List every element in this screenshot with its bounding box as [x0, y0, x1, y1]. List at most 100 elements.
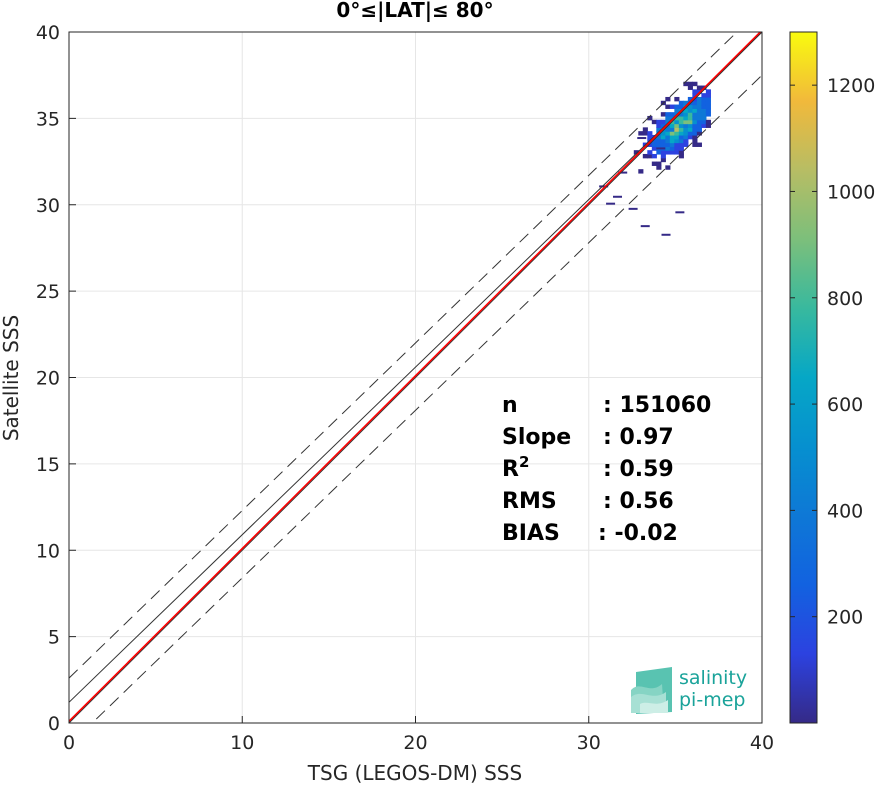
density-cell — [705, 89, 711, 94]
density-cell — [678, 138, 684, 144]
density-cell — [656, 119, 662, 125]
density-cell — [692, 134, 698, 140]
density-cell — [665, 146, 671, 151]
density-cell — [665, 150, 671, 155]
density-cell — [647, 131, 653, 136]
density-cell — [665, 127, 671, 132]
y-axis-label: Satellite SSS — [0, 315, 23, 441]
density-cell — [665, 112, 671, 117]
density-cell — [701, 108, 707, 113]
density-cell — [687, 131, 693, 136]
colorbar-tick-label: 1200 — [827, 75, 875, 97]
density-cell — [683, 138, 689, 144]
density-cell — [687, 115, 693, 121]
density-cell — [669, 112, 675, 117]
density-cell — [669, 131, 675, 136]
y-tick-label: 0 — [48, 713, 60, 735]
density-cell — [674, 134, 680, 140]
density-cell — [638, 131, 644, 136]
density-cell — [633, 150, 639, 155]
x-axis-label: TSG (LEGOS-DM) SSS — [307, 761, 522, 785]
density-cell — [683, 108, 689, 113]
reference-lines — [69, 32, 762, 723]
outlier-cell — [618, 171, 628, 174]
density-cell — [678, 146, 684, 151]
density-cell — [687, 108, 693, 113]
density-cell — [674, 146, 680, 151]
density-cell — [642, 127, 648, 132]
density-cell — [692, 123, 698, 128]
outlier-cell — [661, 233, 671, 236]
y-tick-label: 40 — [36, 22, 60, 44]
density-cell — [665, 134, 671, 140]
density-cell — [696, 108, 702, 113]
density-cell — [674, 108, 680, 113]
y-axis-ticks: 0 5 10 15 20 25 30 35 40 — [36, 22, 76, 735]
density-cell — [647, 115, 653, 121]
colorbar-ticks: 200 400 600 800 1000 1200 — [790, 75, 875, 629]
density-cell — [678, 119, 684, 125]
density-cell — [687, 123, 693, 128]
stat-label: RMS — [502, 489, 557, 514]
density-cell — [687, 119, 693, 125]
stat-value: : 151060 — [603, 393, 711, 418]
density-cell — [678, 123, 684, 128]
density-cell — [665, 131, 671, 136]
density-cell — [642, 153, 648, 159]
density-cell — [669, 134, 675, 140]
density-cell — [651, 153, 657, 159]
density-cell — [692, 127, 698, 132]
density-cell — [696, 142, 702, 147]
colorbar-tick-label: 600 — [827, 394, 863, 416]
density-cell — [669, 146, 675, 151]
outlier-cell — [613, 195, 623, 198]
density-cell — [674, 123, 680, 128]
density-cell — [683, 100, 689, 106]
stat-label: n — [502, 393, 518, 418]
density-cell — [647, 150, 653, 155]
density-cell — [683, 81, 689, 87]
density-cell — [660, 150, 666, 155]
density-cell — [665, 165, 671, 170]
density-cell — [674, 138, 680, 144]
density-cell — [660, 157, 666, 163]
density-cell — [656, 138, 662, 144]
density-cell — [696, 85, 702, 90]
x-tick-label: 20 — [403, 732, 427, 754]
y-tick-label: 35 — [36, 108, 60, 130]
y-tick-label: 20 — [36, 368, 60, 390]
lower-bound-line — [91, 74, 762, 723]
colorbar-tick-label: 1000 — [827, 181, 875, 203]
density-cell — [660, 119, 666, 125]
density-cell — [696, 127, 702, 132]
density-cell — [656, 150, 662, 155]
density-cell — [696, 131, 702, 136]
x-tick-label: 10 — [230, 732, 254, 754]
colorbar-tick-label: 800 — [827, 288, 863, 310]
density-cell — [692, 112, 698, 117]
density-cell — [705, 100, 711, 106]
density-cell — [705, 112, 711, 117]
density-cell — [687, 96, 693, 102]
density-cell — [674, 119, 680, 125]
density-cell — [692, 81, 698, 87]
density-cell — [692, 119, 698, 125]
outlier-cell — [656, 147, 666, 150]
density-cell — [669, 104, 675, 109]
density-cell — [651, 119, 657, 125]
density-cell — [660, 112, 666, 117]
density-cell — [665, 142, 671, 147]
density-cell — [665, 104, 671, 109]
upper-bound-line — [69, 32, 738, 679]
density-cell — [696, 112, 702, 117]
density-cell — [687, 81, 693, 87]
density-cell — [651, 138, 657, 144]
stat-value: : -0.02 — [598, 521, 678, 546]
density-cell — [678, 134, 684, 140]
x-tick-label: 30 — [577, 732, 601, 754]
density-cell — [692, 108, 698, 113]
density-cell — [647, 134, 653, 140]
density-cell — [665, 138, 671, 144]
density-cell — [692, 89, 698, 94]
